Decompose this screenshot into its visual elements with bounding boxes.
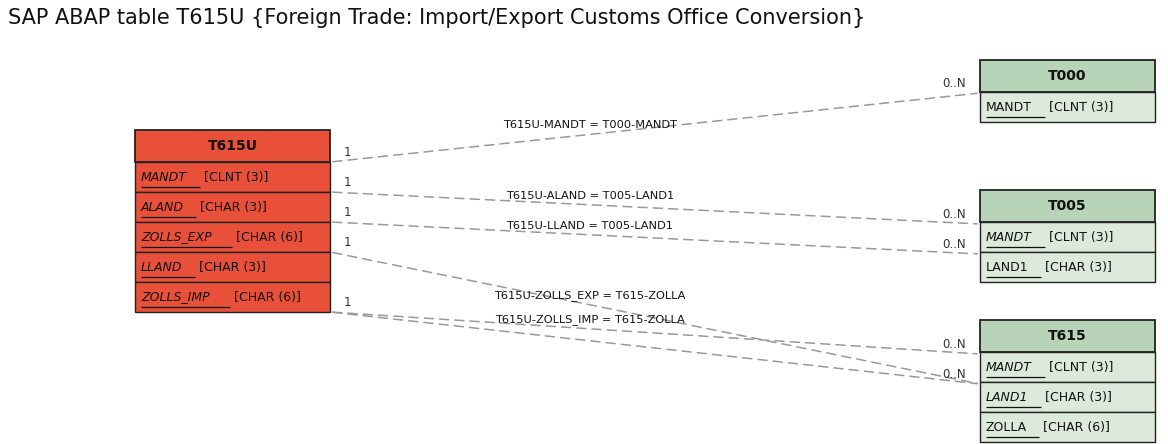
Text: 1: 1 xyxy=(345,176,352,189)
Bar xyxy=(980,92,1155,122)
Bar xyxy=(980,412,1155,442)
Text: 0..N: 0..N xyxy=(943,368,966,381)
Text: [CHAR (3)]: [CHAR (3)] xyxy=(196,201,267,214)
Text: T000: T000 xyxy=(1048,69,1086,83)
Text: 1: 1 xyxy=(345,146,352,159)
Text: 0..N: 0..N xyxy=(943,238,966,251)
Text: LAND1: LAND1 xyxy=(986,261,1029,274)
Text: T615U-LLAND = T005-LAND1: T615U-LLAND = T005-LAND1 xyxy=(507,221,674,231)
Text: 1: 1 xyxy=(345,296,352,309)
Text: ALAND: ALAND xyxy=(141,201,185,214)
Text: 0..N: 0..N xyxy=(943,77,966,90)
Text: T615U-ZOLLS_IMP = T615-ZOLLA: T615U-ZOLLS_IMP = T615-ZOLLA xyxy=(495,314,684,325)
Bar xyxy=(135,130,331,162)
Bar xyxy=(135,252,331,282)
Text: [CHAR (6)]: [CHAR (6)] xyxy=(230,290,300,304)
Bar xyxy=(135,282,331,312)
Text: 0..N: 0..N xyxy=(943,208,966,221)
Text: T615U-ALAND = T005-LAND1: T615U-ALAND = T005-LAND1 xyxy=(506,191,674,201)
Text: T615U-ZOLLS_EXP = T615-ZOLLA: T615U-ZOLLS_EXP = T615-ZOLLA xyxy=(494,290,686,301)
Text: [CLNT (3)]: [CLNT (3)] xyxy=(1045,230,1113,243)
Bar xyxy=(135,222,331,252)
Text: LLAND: LLAND xyxy=(141,261,182,274)
Text: T615U: T615U xyxy=(208,139,257,153)
Text: [CLNT (3)]: [CLNT (3)] xyxy=(1045,361,1113,373)
Text: MANDT: MANDT xyxy=(986,230,1031,243)
Text: [CHAR (3)]: [CHAR (3)] xyxy=(195,261,265,274)
Text: MANDT: MANDT xyxy=(141,170,187,183)
Text: [CHAR (3)]: [CHAR (3)] xyxy=(1041,261,1112,274)
Bar xyxy=(980,382,1155,412)
Text: T615U-MANDT = T000-MANDT: T615U-MANDT = T000-MANDT xyxy=(503,120,677,131)
Bar xyxy=(135,162,331,192)
Text: MANDT: MANDT xyxy=(986,361,1031,373)
Text: SAP ABAP table T615U {Foreign Trade: Import/Export Customs Office Conversion}: SAP ABAP table T615U {Foreign Trade: Imp… xyxy=(8,8,865,28)
Bar xyxy=(980,320,1155,352)
Text: ZOLLA: ZOLLA xyxy=(986,420,1027,433)
Bar xyxy=(980,222,1155,252)
Bar xyxy=(135,192,331,222)
Text: 1: 1 xyxy=(345,206,352,219)
Text: T005: T005 xyxy=(1048,199,1086,213)
Bar xyxy=(980,352,1155,382)
Text: ZOLLS_EXP: ZOLLS_EXP xyxy=(141,230,211,243)
Text: [CLNT (3)]: [CLNT (3)] xyxy=(1045,100,1114,114)
Bar xyxy=(980,60,1155,92)
Text: ZOLLS_IMP: ZOLLS_IMP xyxy=(141,290,209,304)
Text: 0..N: 0..N xyxy=(943,338,966,351)
Text: MANDT: MANDT xyxy=(986,100,1033,114)
Text: 1: 1 xyxy=(345,236,352,249)
Bar xyxy=(980,252,1155,282)
Text: [CHAR (6)]: [CHAR (6)] xyxy=(1040,420,1110,433)
Text: [CLNT (3)]: [CLNT (3)] xyxy=(200,170,269,183)
Text: [CHAR (6)]: [CHAR (6)] xyxy=(232,230,303,243)
Bar xyxy=(980,190,1155,222)
Text: T615: T615 xyxy=(1048,329,1087,343)
Text: LAND1: LAND1 xyxy=(986,391,1029,404)
Text: [CHAR (3)]: [CHAR (3)] xyxy=(1041,391,1112,404)
